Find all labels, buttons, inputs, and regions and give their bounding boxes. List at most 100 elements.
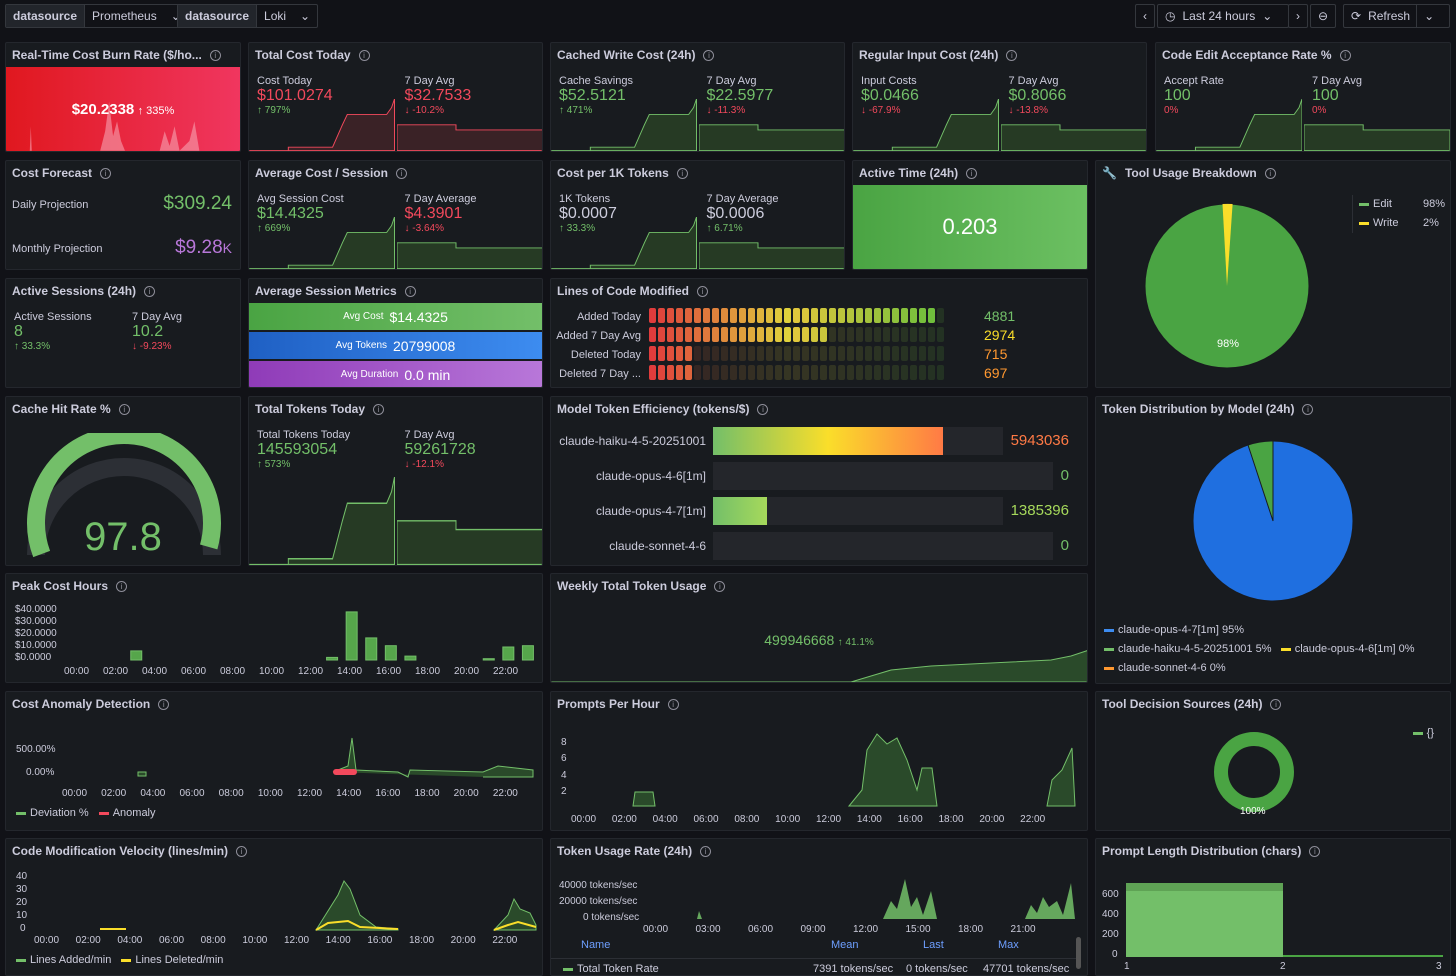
x-tick: 10:00 xyxy=(257,788,283,799)
legend-anomaly[interactable]: Anomaly xyxy=(98,807,156,819)
panel-title: Cached Write Cost (24h) xyxy=(557,48,696,62)
datasource-label: datasource xyxy=(6,5,86,27)
text-label: Avg Duration xyxy=(340,369,399,380)
panel-title: Cache Hit Rate % xyxy=(12,402,111,416)
legend-item[interactable]: {} xyxy=(1412,727,1434,739)
info-icon[interactable]: i xyxy=(404,285,416,297)
datasource-loki-select[interactable]: datasource Loki ⌄ xyxy=(177,4,319,28)
info-icon[interactable]: i xyxy=(100,167,112,179)
bar-03:00[interactable] xyxy=(130,650,143,661)
info-icon[interactable]: i xyxy=(703,49,715,61)
stat-label: Cost Today xyxy=(257,75,312,87)
legend-row-total-token-rate[interactable]: Total Token Rate 7391 tokens/sec 0 tokens/… xyxy=(551,958,1076,975)
text-label: Total Token Rate xyxy=(577,963,659,975)
info-icon[interactable]: i xyxy=(1302,403,1314,415)
stat-value: 100 xyxy=(1164,87,1191,104)
active-time-panel: Active Time (24h) i 0.203 xyxy=(852,160,1088,270)
legend-item[interactable]: claude-opus-4-7[1m] 95% xyxy=(1104,624,1244,636)
info-icon[interactable]: i xyxy=(1309,845,1321,857)
led-cell xyxy=(874,346,881,361)
token-distribution-pie[interactable] xyxy=(1191,439,1355,603)
sparkline xyxy=(249,99,395,151)
x-tick: 02:00 xyxy=(611,814,637,825)
led-cell xyxy=(775,308,782,323)
scrollbar[interactable] xyxy=(1076,937,1081,969)
stat-delta: ↑ 669% xyxy=(257,223,291,234)
legend-item[interactable]: Write 2% xyxy=(1359,214,1445,233)
info-icon[interactable]: i xyxy=(966,167,978,179)
stat-value: 59261728 xyxy=(404,441,476,458)
text-label: 2 xyxy=(561,786,567,797)
time-shift-back-button[interactable]: ‹ xyxy=(1135,4,1155,28)
led-cell xyxy=(649,327,656,342)
led-cell xyxy=(820,308,827,323)
info-icon[interactable]: i xyxy=(1264,167,1276,179)
info-icon[interactable]: i xyxy=(236,845,248,857)
legend-item[interactable]: claude-opus-4-6[1m] 0% xyxy=(1280,643,1415,655)
refresh-button[interactable]: ⟳ Refresh ⌄ xyxy=(1343,4,1450,28)
legend-lines-deleted[interactable]: Lines Deleted/min xyxy=(121,954,223,966)
sparkline xyxy=(698,242,844,269)
burn-rate-sparkline xyxy=(6,102,240,151)
text-label: 2% xyxy=(1423,217,1439,229)
bar-14:00[interactable] xyxy=(345,611,358,661)
bar-23:00[interactable] xyxy=(521,645,534,661)
bar-13:00[interactable] xyxy=(326,656,339,661)
sparkline xyxy=(396,242,542,269)
led-cell xyxy=(721,346,728,361)
info-icon[interactable]: i xyxy=(118,403,130,415)
info-icon[interactable]: i xyxy=(676,167,688,179)
legend-deviation[interactable]: Deviation % xyxy=(16,807,89,819)
led-cell xyxy=(910,365,917,380)
led-cell xyxy=(937,365,944,380)
info-icon[interactable]: i xyxy=(358,49,370,61)
led-cell xyxy=(712,365,719,380)
bar-16:00[interactable] xyxy=(384,645,397,661)
info-icon[interactable]: i xyxy=(209,49,221,61)
led-cell xyxy=(838,308,845,323)
chevron-down-icon: ⌄ xyxy=(1262,9,1273,23)
text-label: $14.4325 xyxy=(389,308,448,325)
stat-delta: ↑ 33.3% xyxy=(559,223,596,234)
led-cell xyxy=(802,327,809,342)
info-icon[interactable]: i xyxy=(697,285,708,297)
tool-usage-pie[interactable] xyxy=(1142,201,1312,371)
time-shift-forward-button[interactable]: › xyxy=(1288,4,1308,28)
legend-item[interactable]: Edit 98% xyxy=(1359,195,1445,214)
legend-lines-added[interactable]: Lines Added/min xyxy=(16,954,111,966)
info-icon[interactable]: i xyxy=(144,285,156,297)
info-icon[interactable]: i xyxy=(667,698,679,710)
stat-value: $14.4325 xyxy=(257,205,324,222)
led-cell xyxy=(838,365,845,380)
info-icon[interactable]: i xyxy=(714,580,726,592)
info-icon[interactable]: i xyxy=(1006,49,1018,61)
bar-22:00[interactable] xyxy=(502,646,515,661)
info-icon[interactable]: i xyxy=(395,167,407,179)
sparkline xyxy=(551,99,697,151)
zoom-out-button[interactable]: ⊖ xyxy=(1310,4,1337,28)
stat-label: Avg Session Cost xyxy=(257,193,344,205)
cache-hit-gauge xyxy=(27,433,221,558)
led-cell xyxy=(838,346,845,361)
bar-21:00[interactable] xyxy=(482,658,495,661)
info-icon[interactable]: i xyxy=(1339,49,1351,61)
bar-15:00[interactable] xyxy=(365,637,378,661)
legend-item[interactable]: claude-haiku-4-5-20251001 5% xyxy=(1104,643,1272,655)
led-cell xyxy=(811,327,818,342)
info-icon[interactable]: i xyxy=(757,403,769,415)
info-icon[interactable]: i xyxy=(158,698,170,710)
legend-item[interactable]: claude-sonnet-4-6 0% xyxy=(1104,662,1226,674)
datasource-prometheus-select[interactable]: datasource Prometheus ⌄ xyxy=(5,4,189,28)
info-icon[interactable]: i xyxy=(116,580,128,592)
info-icon[interactable]: i xyxy=(1270,698,1282,710)
info-icon[interactable]: i xyxy=(700,845,712,857)
stat-delta: ↑ 797% xyxy=(257,105,291,116)
bar-17:00[interactable] xyxy=(404,655,417,661)
active-time-value: 0.203 xyxy=(853,185,1087,269)
x-tick: 18:00 xyxy=(409,935,435,946)
tool-decision-donut[interactable] xyxy=(1212,730,1296,814)
led-cell xyxy=(901,346,908,361)
stat-delta: ↑ 33.3% xyxy=(14,341,51,352)
info-icon[interactable]: i xyxy=(373,403,385,415)
time-range-picker[interactable]: ◷ Last 24 hours ⌄ xyxy=(1157,4,1289,28)
